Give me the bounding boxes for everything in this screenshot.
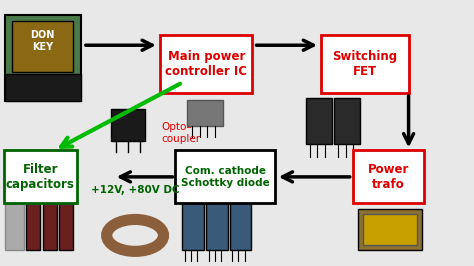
Bar <box>5 203 24 250</box>
Bar <box>160 35 252 93</box>
Text: Main power
controller IC: Main power controller IC <box>165 50 247 78</box>
Bar <box>306 98 332 144</box>
Bar <box>187 100 223 126</box>
Text: DON
KEY: DON KEY <box>30 30 55 52</box>
Bar <box>353 150 424 203</box>
Bar <box>321 35 409 93</box>
Bar <box>26 203 40 250</box>
Bar <box>5 15 81 101</box>
Bar <box>4 150 77 203</box>
Text: Opto–
coupler: Opto– coupler <box>161 122 201 144</box>
Bar <box>175 150 275 203</box>
Text: Com. cathode
Schottky diode: Com. cathode Schottky diode <box>181 166 270 188</box>
Bar <box>5 74 81 101</box>
Circle shape <box>121 227 149 243</box>
Bar <box>206 203 228 250</box>
Text: Filter
capacitors: Filter capacitors <box>6 163 75 191</box>
Bar <box>111 109 145 141</box>
Bar <box>334 98 360 144</box>
Bar <box>59 203 73 250</box>
Text: Power
trafo: Power trafo <box>368 163 410 191</box>
Bar <box>12 21 73 72</box>
Text: +12V, +80V DC: +12V, +80V DC <box>91 185 179 195</box>
Text: Switching
FET: Switching FET <box>332 50 398 78</box>
Bar <box>230 203 251 250</box>
Bar <box>182 203 204 250</box>
Bar <box>363 214 417 245</box>
Bar <box>358 209 422 250</box>
Bar <box>43 203 57 250</box>
